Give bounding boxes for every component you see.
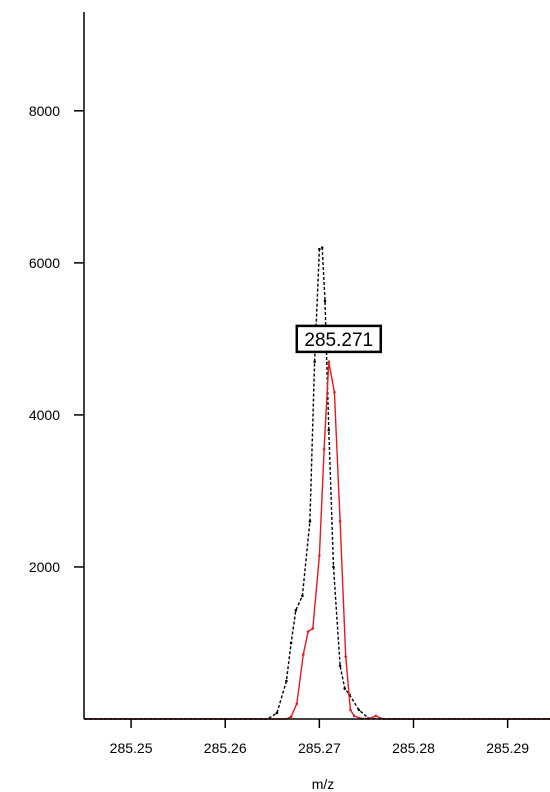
data-point [343, 687, 347, 690]
data-point [344, 655, 348, 658]
data-point [289, 715, 293, 719]
series-layer [84, 246, 550, 720]
data-point [313, 360, 316, 363]
peak-label: 285.271 [304, 330, 373, 351]
series-line-0 [84, 246, 550, 720]
series-line-1 [84, 361, 550, 720]
y-tick-label: 8000 [29, 103, 60, 119]
data-point [295, 702, 299, 706]
x-tick-label: 285.25 [110, 740, 153, 756]
data-point [306, 630, 310, 633]
y-tick-label: 6000 [29, 255, 60, 271]
data-point [352, 714, 356, 718]
data-point [318, 554, 321, 557]
y-tick-label: 2000 [29, 559, 60, 575]
data-point [294, 608, 298, 612]
data-point [318, 247, 321, 251]
data-point [338, 520, 342, 523]
data-point [311, 627, 315, 630]
data-point [322, 447, 326, 451]
data-point [275, 711, 279, 715]
data-point [349, 708, 352, 712]
y-axis-ticks: 2000 4000 6000 8000 [29, 103, 84, 575]
data-point [308, 520, 312, 523]
data-point [327, 428, 331, 432]
y-tick-label: 4000 [29, 407, 60, 423]
x-axis-title: m/z [312, 776, 335, 792]
annotation-layer: 285.271 [295, 324, 383, 354]
data-point [289, 641, 293, 645]
data-point [302, 653, 305, 656]
data-point [323, 299, 327, 303]
data-point [357, 708, 361, 712]
x-tick-label: 285.27 [298, 740, 341, 756]
data-point [327, 360, 331, 363]
data-point [333, 390, 336, 394]
data-point [332, 565, 335, 569]
data-point [320, 246, 324, 249]
data-point [301, 594, 304, 598]
x-tick-label: 285.28 [392, 740, 435, 756]
data-point [338, 664, 342, 668]
data-point [374, 714, 378, 718]
x-tick-label: 285.29 [486, 740, 529, 756]
data-point [285, 679, 288, 683]
x-tick-label: 285.26 [204, 740, 247, 756]
peak-label-box [295, 324, 383, 354]
x-axis-ticks: 285.25 285.26 285.27 285.28 285.29 [110, 719, 529, 756]
